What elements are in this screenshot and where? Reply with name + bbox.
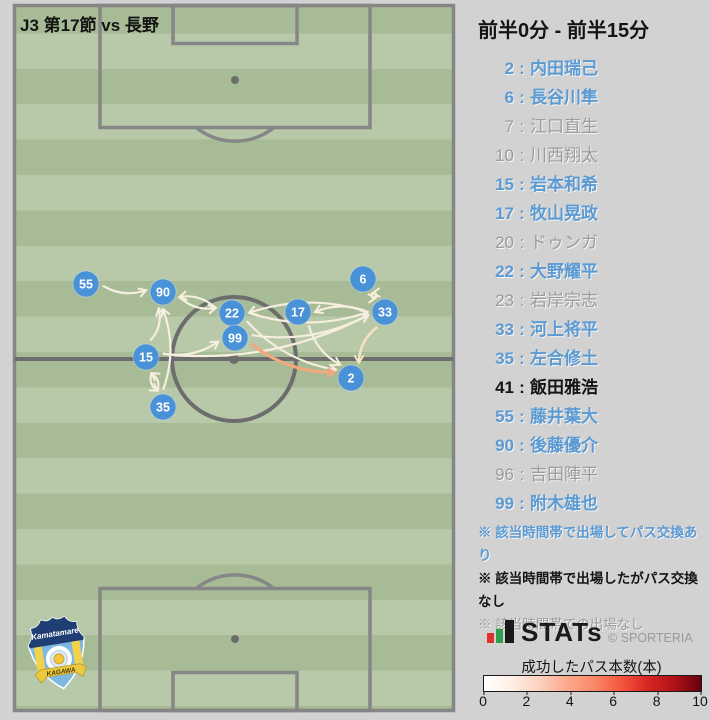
player-node: 90 bbox=[149, 278, 177, 306]
pass-arrow bbox=[149, 371, 161, 392]
svg-text:90: 90 bbox=[156, 286, 170, 300]
player-row: 90: 後藤優介 bbox=[495, 436, 598, 455]
colorbar-tick: 10 bbox=[692, 693, 708, 709]
player-row: 6: 長谷川隼 bbox=[504, 88, 598, 107]
svg-text:22: 22 bbox=[225, 307, 239, 321]
svg-text:2: 2 bbox=[348, 372, 355, 386]
player-row: 96: 吉田陣平 bbox=[495, 465, 598, 484]
svg-text:35: 35 bbox=[156, 401, 170, 415]
penalty-spot-top bbox=[231, 76, 239, 84]
note-played-no-pass: ※ 該当時間帯で出場したがパス交換なし bbox=[478, 571, 698, 609]
player-node: 99 bbox=[221, 324, 249, 352]
colorbar-label: 成功したパス本数(本) bbox=[521, 660, 662, 676]
player-node: 15 bbox=[132, 343, 160, 371]
goal-area-bottom bbox=[171, 670, 299, 713]
logo-bar-green bbox=[496, 629, 503, 643]
stats-logo-text: STATs bbox=[521, 617, 603, 647]
pass-arrow bbox=[370, 287, 381, 299]
player-row: 99: 附木雄也 bbox=[495, 494, 598, 513]
svg-text:33: 33 bbox=[378, 306, 392, 320]
crest-ribbon bbox=[34, 663, 87, 684]
legend-notes: ※ 該当時間帯で出場してパス交換あり ※ 該当時間帯で出場したがパス交換なし ※… bbox=[478, 521, 708, 636]
pass-arrow bbox=[313, 304, 369, 315]
colorbar-tick: 8 bbox=[652, 693, 661, 709]
centre-circle bbox=[170, 295, 298, 423]
player-node: 17 bbox=[284, 298, 312, 326]
player-row: 22: 大野耀平 bbox=[495, 262, 598, 281]
note-did-not-play: ※ 該当時間帯での出場なし bbox=[478, 617, 644, 632]
svg-text:6: 6 bbox=[360, 273, 367, 287]
pass-arrow bbox=[250, 342, 337, 378]
svg-text:99: 99 bbox=[228, 332, 242, 346]
colorbar bbox=[483, 675, 702, 695]
player-row: 2: 内田瑞己 bbox=[504, 59, 598, 78]
pass-arrow bbox=[162, 313, 371, 358]
pitch-title: J3 第17節 vs 長野 bbox=[20, 16, 159, 35]
logo-bar-red bbox=[487, 633, 494, 643]
colorbar-tick: 0 bbox=[479, 693, 487, 709]
colorbar-tick: 6 bbox=[609, 693, 618, 709]
crest-stripe-right bbox=[71, 640, 84, 670]
pass-arrow bbox=[246, 320, 338, 374]
player-list: 2: 内田瑞己 6: 長谷川隼 7: 江口直生 10: 川西翔太 15: 岩本和希 17: 牧山晃政 2… bbox=[470, 58, 706, 522]
logo-bar-black bbox=[505, 620, 514, 643]
colorbar-ticks: 0 2 4 6 8 10 bbox=[479, 693, 708, 709]
crest-chief bbox=[28, 616, 84, 649]
svg-text:15: 15 bbox=[139, 351, 153, 365]
player-node: 6 bbox=[349, 265, 377, 293]
club-crest: Kamatamare KAGAWA bbox=[27, 615, 87, 690]
pass-arrow bbox=[160, 307, 172, 391]
player-row: 23: 岩岸宗志 bbox=[495, 291, 598, 310]
pass-arrow bbox=[149, 306, 166, 342]
centre-spot bbox=[229, 354, 239, 364]
pass-arrow bbox=[353, 326, 379, 365]
penalty-arc-bottom bbox=[195, 573, 275, 590]
svg-text:55: 55 bbox=[79, 278, 93, 292]
player-row: 33: 河上将平 bbox=[495, 320, 598, 339]
pass-arrow bbox=[307, 324, 343, 367]
player-row: 17: 牧山晃政 bbox=[495, 204, 598, 223]
note-pass-exchange: ※ 該当時間帯で出場してパス交換あり bbox=[478, 525, 698, 563]
player-row: 15: 岩本和希 bbox=[495, 175, 598, 194]
pass-arrow bbox=[177, 290, 217, 309]
crest-stripe-left bbox=[33, 646, 47, 676]
crest-banner-text: KAGAWA bbox=[46, 666, 76, 678]
stats-logo-icon bbox=[487, 620, 517, 643]
penalty-spot-bottom bbox=[231, 635, 239, 643]
time-range-title: 前半0分 - 前半15分 bbox=[478, 20, 650, 42]
player-node: 55 bbox=[72, 270, 100, 298]
player-row: 35: 左合修土 bbox=[495, 349, 598, 368]
player-node: 22 bbox=[218, 299, 246, 327]
pass-arrow bbox=[102, 284, 148, 298]
player-node: 35 bbox=[149, 393, 177, 421]
player-node: 2 bbox=[337, 364, 365, 392]
pass-arrow bbox=[251, 313, 370, 339]
player-row: 10: 川西翔太 bbox=[495, 146, 598, 165]
penalty-arc-top bbox=[195, 126, 275, 143]
colorbar-tick: 4 bbox=[565, 693, 574, 709]
player-row: 7: 江口直生 bbox=[504, 117, 598, 136]
player-row: 41: 飯田雅浩 bbox=[495, 378, 598, 397]
player-node: 33 bbox=[371, 298, 399, 326]
crest-ball bbox=[53, 653, 65, 665]
copyright-text: © SPORTERIA bbox=[608, 631, 693, 645]
player-row: 20: ドゥンガ bbox=[495, 233, 598, 252]
svg-text:17: 17 bbox=[291, 306, 305, 320]
colorbar-tick: 2 bbox=[522, 693, 531, 709]
pass-arrow bbox=[248, 309, 370, 324]
goal-area-top bbox=[171, 3, 299, 46]
player-row: 55: 藤井葉大 bbox=[495, 407, 598, 426]
